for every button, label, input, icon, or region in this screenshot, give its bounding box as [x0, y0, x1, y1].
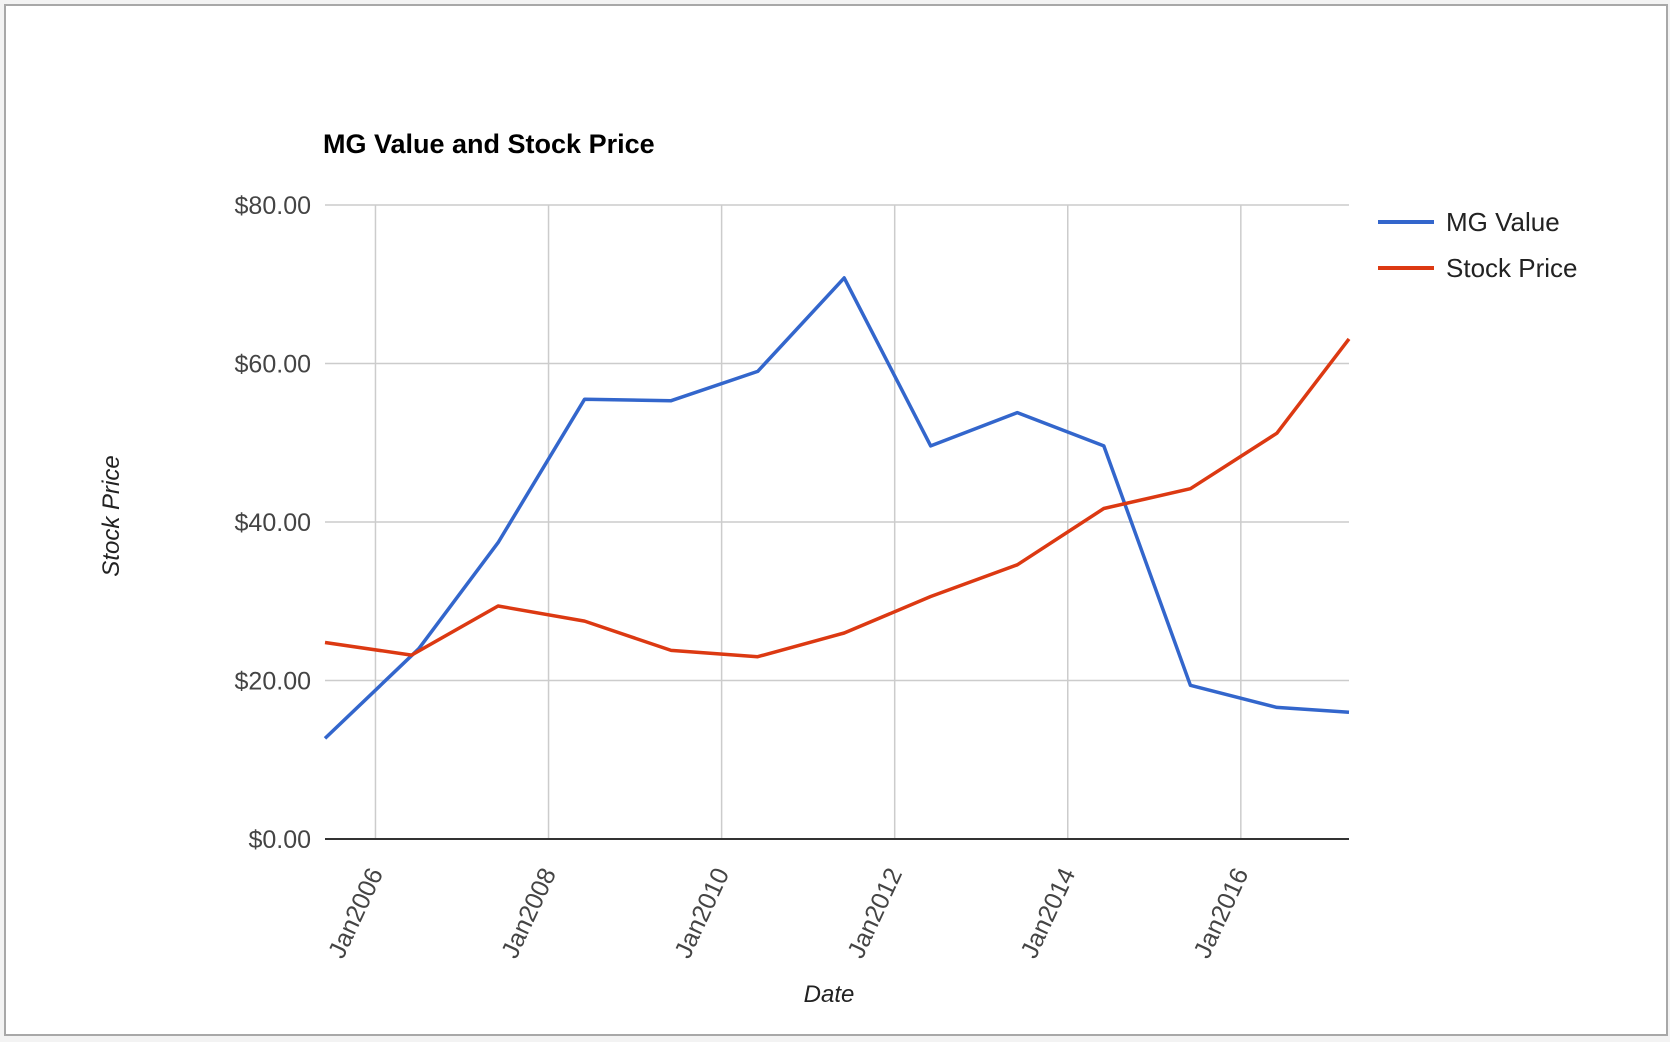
x-tick-label: Jan2008 [496, 864, 562, 963]
x-tick-label: Jan2014 [1015, 864, 1081, 963]
legend[interactable]: MG Value Stock Price [1378, 207, 1578, 283]
x-axis-title: Date [804, 981, 855, 1008]
gridlines [325, 204, 1349, 839]
y-tick-label: $60.00 [235, 351, 311, 379]
line-chart: $0.00 $20.00 $40.00 $60.00 $80.00 Jan2006 Jan2… [98, 129, 1578, 1008]
series-line-mg-value[interactable] [323, 276, 1350, 740]
x-tick-label: Jan2012 [842, 864, 908, 963]
y-tick-label: $20.00 [235, 668, 311, 696]
x-tick-label: Jan2016 [1188, 864, 1254, 963]
legend-label: MG Value [1446, 207, 1560, 237]
legend-label: Stock Price [1446, 253, 1578, 283]
y-tick-label: $40.00 [235, 509, 311, 537]
chart-panel[interactable]: $0.00 $20.00 $40.00 $60.00 $80.00 Jan2006 Jan2… [4, 4, 1668, 1036]
axes: $0.00 $20.00 $40.00 $60.00 $80.00 Jan2006 Jan2… [235, 192, 1349, 962]
y-axis-title: Stock Price [98, 455, 125, 576]
x-tick-label: Jan2006 [323, 864, 389, 963]
series-line-stock-price[interactable] [324, 337, 1351, 659]
y-tick-label: $80.00 [235, 192, 311, 220]
chart-title: MG Value and Stock Price [323, 129, 655, 159]
y-tick-label: $0.00 [248, 826, 311, 854]
x-tick-label: Jan2010 [669, 864, 735, 963]
series-lines [323, 276, 1351, 740]
